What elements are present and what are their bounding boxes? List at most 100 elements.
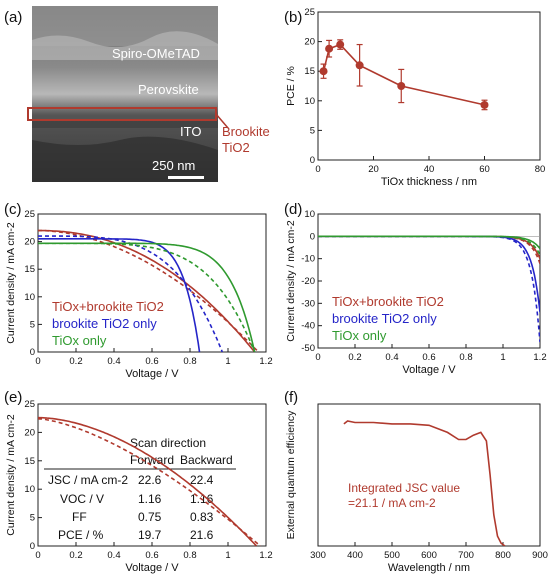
series-line-undefined-solid [343, 420, 506, 546]
y-tick-label: 5 [30, 319, 35, 330]
y-tick-label: -20 [301, 276, 315, 287]
y-tick-label: 25 [24, 209, 35, 220]
y-tick-label: 0 [30, 541, 35, 552]
data-point [480, 100, 489, 109]
x-tick-label: 900 [532, 550, 548, 561]
table-row-name: VOC / V [60, 492, 104, 506]
y-axis-label: PCE / % [285, 66, 297, 106]
x-tick-label: 700 [458, 550, 474, 561]
x-axis-label: TiOx thickness / nm [381, 176, 477, 188]
y-tick-label: 15 [24, 456, 35, 467]
table-cell: 19.7 [138, 528, 162, 542]
y-tick-label: 0 [310, 155, 315, 166]
layer-spiro: Spiro-OMeTAD [112, 46, 200, 61]
y-tick-label: 20 [24, 237, 35, 248]
eqe-annotation-2: =21.1 / mA cm-2 [348, 496, 436, 510]
x-tick-label: 0.6 [145, 550, 158, 561]
y-tick-label: 20 [24, 427, 35, 438]
panel-a: (a) Spiro-OMeTAD Perovskite ITO 250 nm B… [4, 6, 270, 182]
legend-d-blue: brookite TiO2 only [332, 311, 437, 326]
data-point [319, 67, 328, 76]
table-row-name: FF [72, 510, 87, 524]
y-tick-label: 15 [24, 264, 35, 275]
x-tick-label: 1 [225, 550, 230, 561]
y-tick-label: 10 [304, 96, 315, 107]
series-line-green-dashed [38, 242, 256, 352]
y-tick-label: -30 [301, 298, 315, 309]
y-tick-label: 0 [30, 347, 35, 358]
table-cell: 1.16 [138, 492, 162, 506]
layer-ito: ITO [180, 124, 201, 139]
y-tick-label: 25 [24, 399, 35, 410]
x-tick-label: 80 [535, 164, 546, 175]
series-line-blue-dashed [318, 235, 540, 343]
callout-tio2: TiO2 [222, 140, 250, 155]
x-tick-label: 1.2 [259, 356, 272, 367]
x-axis-label: Voltage / V [125, 562, 179, 574]
data-point [336, 40, 345, 49]
chart-c: 0 0.2 0.4 0.6 0.8 1 1.2 0 5 10 15 20 25 Voltage / V Cu… [5, 209, 273, 380]
x-tick-label: 0.8 [183, 550, 196, 561]
y-tick-label: 25 [304, 7, 315, 18]
y-tick-label: -10 [301, 254, 315, 265]
x-axis-label: Voltage / V [125, 368, 179, 380]
chart-f: 300 400 500 600 700 800 900 Wavelength / nm Exte… [285, 403, 548, 574]
y-tick-label: 5 [310, 125, 315, 136]
eqe-annotation-1: Integrated JSC value [348, 481, 460, 495]
series-line-blue-solid [38, 238, 201, 352]
series-line-red-solid [38, 229, 256, 352]
legend-c-blue: brookite TiO2 only [52, 316, 157, 331]
y-tick-label: -40 [301, 321, 315, 332]
series-line-red-dashed [38, 418, 261, 546]
table-col-backward: Backward [180, 453, 233, 467]
panel-label-d: (d) [284, 201, 302, 218]
table-cell: 0.75 [138, 510, 162, 524]
panel-label-c: (c) [4, 201, 22, 218]
series-line-undefined-solid [322, 43, 485, 106]
table-header: Scan direction [130, 436, 206, 450]
y-tick-label: 10 [304, 209, 315, 220]
x-tick-label: 40 [424, 164, 435, 175]
chart-d: 0 0.2 0.4 0.6 0.8 1 1.2 -50 -40 -30 -20 -10 0 10 Volta… [285, 209, 547, 376]
x-tick-label: 1.2 [533, 352, 546, 363]
x-axis-label: Wavelength / nm [388, 562, 470, 574]
table-cell: 21.6 [190, 528, 214, 542]
y-tick-label: 5 [30, 513, 35, 524]
chart-b: 0 20 40 60 80 0 5 10 15 20 25 TiOx thickness / nm PC… [285, 7, 545, 188]
x-axis-label: Voltage / V [402, 364, 456, 376]
x-tick-label: 1 [500, 352, 505, 363]
panel-label-f: (f) [284, 389, 298, 406]
x-tick-label: 0 [315, 352, 320, 363]
panel-label-e: (e) [4, 389, 22, 406]
x-tick-label: 0.8 [183, 356, 196, 367]
series-line-green-dashed [318, 235, 540, 255]
y-tick-label: 20 [304, 37, 315, 48]
x-tick-label: 0.4 [385, 352, 398, 363]
x-tick-label: 300 [310, 550, 326, 561]
sem-image [27, 6, 229, 182]
y-tick-label: 15 [304, 66, 315, 77]
scalebar [168, 176, 204, 179]
layer-perovskite: Perovskite [138, 82, 199, 97]
x-tick-label: 1.2 [259, 550, 272, 561]
scalebar-label: 250 nm [152, 158, 195, 173]
x-tick-label: 0 [35, 356, 40, 367]
panel-e-table: Scan direction Forward Backward JSC / mA… [44, 436, 236, 542]
y-axis-label: External quantum efficiency [285, 410, 297, 540]
x-tick-label: 600 [421, 550, 437, 561]
x-tick-label: 0.8 [459, 352, 472, 363]
x-tick-label: 500 [384, 550, 400, 561]
y-axis-label: Current density / mA cm-2 [5, 222, 17, 344]
plot-frame [317, 11, 541, 161]
x-tick-label: 0.4 [107, 356, 120, 367]
x-tick-label: 400 [347, 550, 363, 561]
table-cell: 0.83 [190, 510, 214, 524]
callout-line [215, 113, 229, 129]
x-tick-label: 20 [368, 164, 379, 175]
x-tick-label: 0.6 [422, 352, 435, 363]
callout-brookite: Brookite [222, 124, 270, 139]
panel-label-a: (a) [4, 9, 22, 26]
legend-d-red: TiOx+brookite TiO2 [332, 294, 444, 309]
series-line-red-dashed [38, 229, 259, 352]
